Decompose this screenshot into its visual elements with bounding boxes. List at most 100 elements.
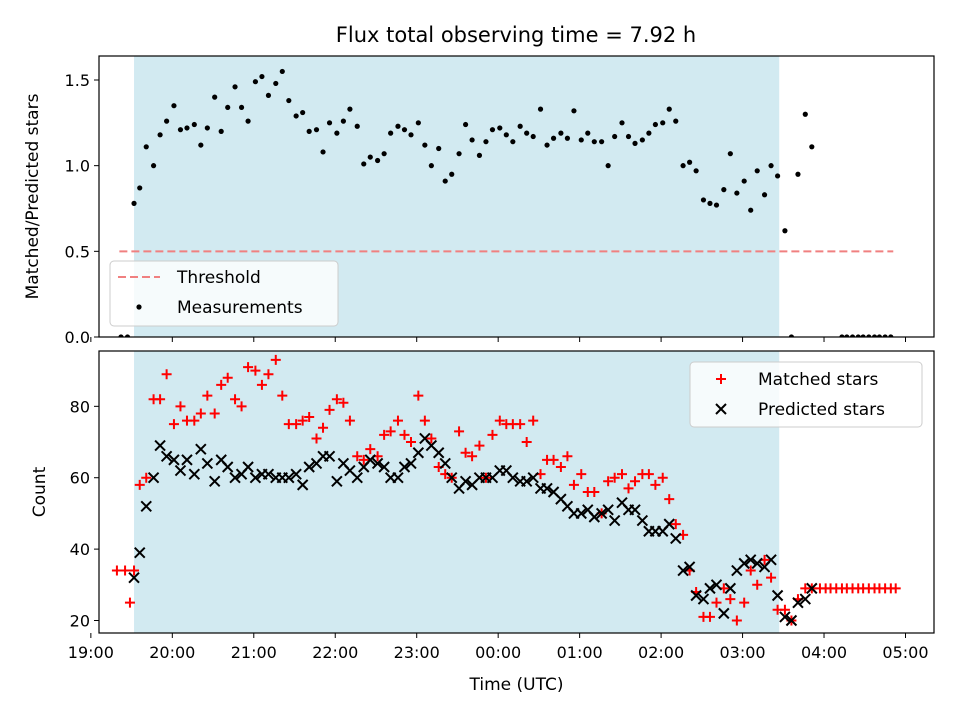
measurement-point bbox=[245, 118, 251, 124]
measurement-point bbox=[537, 106, 544, 112]
matched-point bbox=[134, 479, 145, 490]
measurement-point bbox=[652, 121, 658, 128]
predicted-point bbox=[779, 611, 791, 623]
matched-point bbox=[385, 426, 396, 437]
predicted-point bbox=[629, 504, 641, 516]
matched-point bbox=[304, 412, 315, 423]
measurement-point bbox=[408, 132, 414, 138]
legend: Threshold Measurements bbox=[109, 260, 339, 327]
y-tick-label: 1.5 bbox=[65, 71, 90, 90]
matched-point bbox=[670, 519, 681, 530]
matched-point bbox=[155, 394, 166, 405]
predicted-point bbox=[283, 472, 295, 484]
matched-point bbox=[657, 472, 668, 483]
matched-point bbox=[494, 415, 505, 426]
predicted-point bbox=[168, 454, 180, 466]
legend-measurements-swatch bbox=[136, 304, 142, 310]
measurement-point bbox=[483, 139, 489, 145]
measurement-point bbox=[375, 157, 381, 164]
predicted-point bbox=[229, 472, 241, 484]
predicted-point bbox=[771, 589, 784, 602]
axes-frame bbox=[98, 350, 935, 634]
x-tick-label: 02:00 bbox=[638, 643, 684, 662]
matched-point bbox=[230, 394, 241, 405]
predicted-point bbox=[432, 447, 445, 459]
measurement-point bbox=[578, 137, 584, 143]
x-axis-label: Time (UTC) bbox=[469, 675, 564, 695]
matched-point bbox=[406, 437, 417, 448]
predicted-point bbox=[351, 472, 363, 484]
predicted-point bbox=[140, 500, 152, 512]
matched-point bbox=[120, 565, 131, 576]
matched-point bbox=[202, 390, 213, 401]
matched-point bbox=[311, 433, 322, 444]
measurement-point bbox=[612, 133, 618, 140]
measurement-point bbox=[204, 125, 210, 131]
x-tick-label: 00:00 bbox=[475, 643, 521, 662]
measurement-point bbox=[225, 104, 231, 111]
y-axis-label: Matched/Predicted stars bbox=[23, 93, 43, 299]
predicted-point bbox=[527, 472, 539, 484]
matched-point bbox=[487, 429, 498, 440]
predicted-point bbox=[405, 457, 417, 470]
measurement-point bbox=[754, 168, 760, 174]
measurement-point bbox=[713, 202, 720, 208]
measurement-point bbox=[469, 137, 475, 143]
matched-point bbox=[358, 454, 369, 465]
measurement-point bbox=[809, 144, 815, 150]
measurement-point bbox=[164, 118, 170, 124]
matched-point bbox=[576, 469, 587, 480]
matched-point bbox=[141, 472, 152, 483]
measurement-point bbox=[591, 139, 597, 145]
measurement-point bbox=[660, 120, 666, 126]
predicted-point bbox=[242, 461, 254, 473]
matched-point bbox=[175, 401, 186, 412]
predicted-point bbox=[323, 450, 336, 463]
predicted-point bbox=[188, 468, 201, 480]
measurement-point bbox=[361, 161, 367, 167]
measurement-point bbox=[265, 92, 272, 99]
matched-point bbox=[623, 483, 634, 494]
predicted-point bbox=[718, 607, 730, 620]
matched-point bbox=[297, 415, 308, 426]
predicted-point bbox=[398, 461, 411, 473]
measurement-point bbox=[184, 125, 190, 131]
measurement-point bbox=[639, 137, 645, 143]
measurement-point bbox=[687, 159, 693, 165]
predicted-point bbox=[677, 564, 689, 577]
matched-point bbox=[650, 479, 661, 490]
predicted-point bbox=[459, 475, 472, 487]
axes-frame bbox=[98, 55, 935, 338]
matched-point bbox=[731, 615, 742, 626]
measurement-point bbox=[476, 152, 483, 158]
measurement-point bbox=[401, 127, 408, 133]
predicted-point bbox=[520, 475, 533, 487]
matched-point bbox=[568, 479, 579, 490]
y-tick-label: 20 bbox=[70, 612, 90, 631]
predicted-point bbox=[724, 582, 737, 595]
measurement-point bbox=[286, 97, 292, 104]
predicted-point bbox=[303, 461, 315, 473]
measurement-point bbox=[313, 127, 320, 133]
measurement-point bbox=[137, 185, 143, 191]
predicted-point bbox=[806, 582, 818, 595]
measurement-point bbox=[449, 171, 455, 177]
matched-point bbox=[643, 469, 654, 480]
predicted-point bbox=[670, 532, 682, 545]
matched-point bbox=[616, 469, 627, 480]
measurement-point bbox=[888, 334, 894, 337]
measurement-point bbox=[157, 132, 163, 138]
measurement-point bbox=[306, 128, 312, 134]
measurement-point bbox=[422, 142, 428, 148]
matched-point bbox=[256, 379, 267, 390]
measurement-point bbox=[860, 334, 866, 337]
measurement-point bbox=[734, 190, 740, 196]
matched-point bbox=[331, 394, 342, 405]
predicted-point bbox=[575, 507, 587, 520]
measurement-point bbox=[259, 73, 265, 80]
series-0 bbox=[118, 68, 894, 337]
measurement-point bbox=[700, 197, 707, 203]
predicted-point bbox=[765, 554, 777, 566]
matched-point bbox=[725, 594, 736, 605]
